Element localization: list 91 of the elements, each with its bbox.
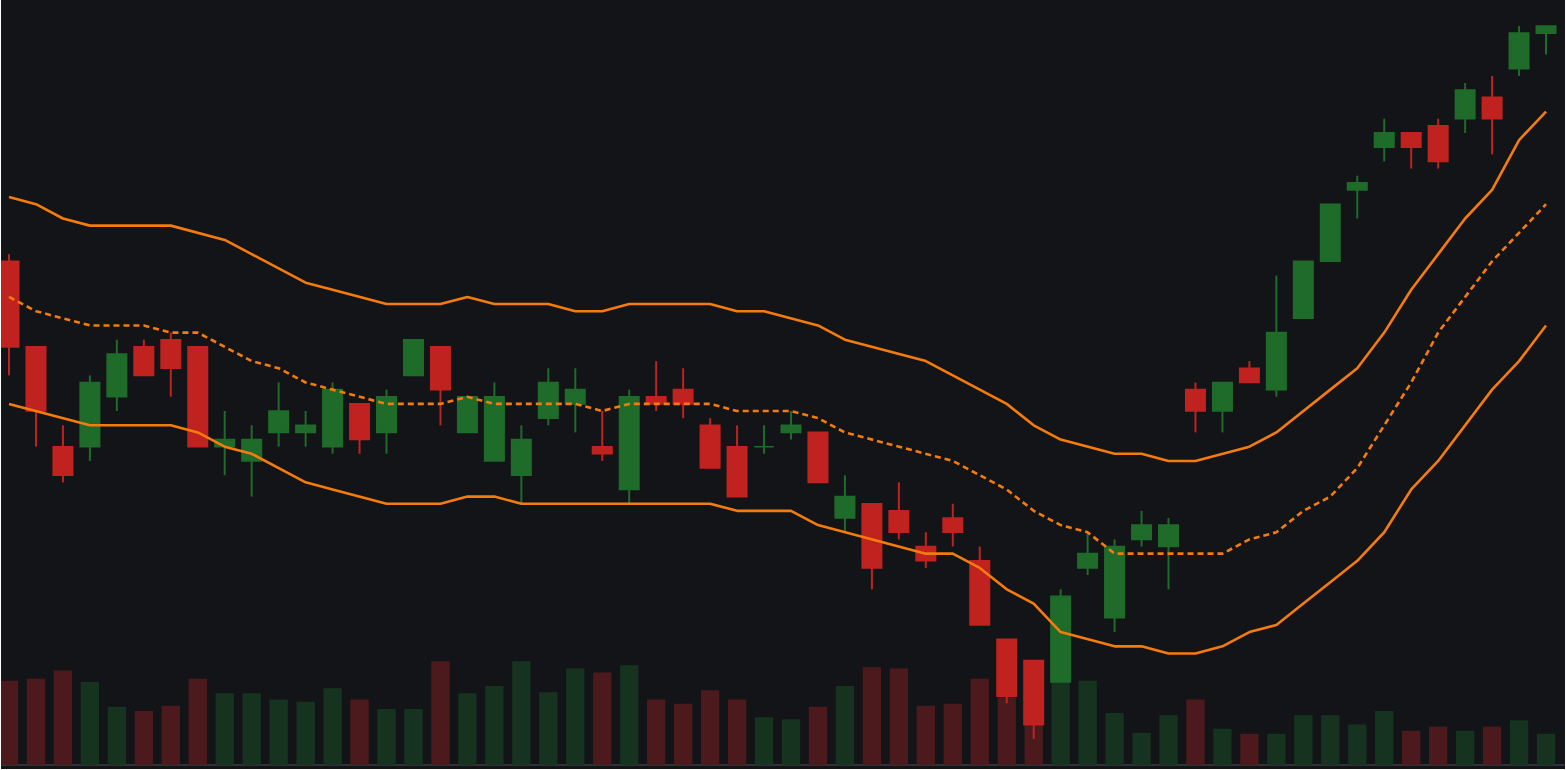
candlestick [591,410,613,463]
candlestick [456,396,478,434]
bar [1294,715,1313,766]
bar [485,686,504,766]
bar [727,700,747,766]
bar [808,707,828,766]
candlestick [942,503,964,549]
bar [1105,713,1124,766]
bar [835,686,855,766]
bar [1132,733,1151,766]
candlestick [52,424,74,484]
bar [53,670,73,766]
bar [431,661,450,766]
bar [269,700,288,766]
candlestick [1481,75,1503,156]
bar [134,711,153,766]
bar [458,693,477,766]
bar [1,681,19,766]
bar [1402,731,1421,766]
bar [1375,711,1394,766]
candlestick [160,332,182,399]
candlestick [645,360,667,413]
candlestick [888,481,910,541]
candlestick [834,474,856,534]
bar [161,706,180,766]
bar [26,679,46,766]
bar [296,702,315,766]
candlestick [268,382,290,449]
bar [350,700,369,766]
bar [1348,725,1367,766]
candlestick [1346,175,1368,220]
bar [1321,715,1340,766]
bar [889,668,909,766]
candlestick [1184,382,1206,434]
bar [1429,727,1448,766]
bar [1509,720,1529,766]
bar [593,673,612,766]
bar [781,719,801,766]
bar [242,693,261,766]
bar [1213,729,1232,766]
bar [404,709,423,766]
candlestick [295,410,317,449]
candlestick [1508,25,1530,78]
bar [862,667,882,766]
candlestick [564,367,586,434]
bar [1482,727,1502,766]
candlestick [753,424,775,456]
bar [323,688,342,766]
candlestick [349,403,371,456]
bar [512,661,531,766]
bar [215,693,234,766]
bar [620,665,639,766]
candlestick [1077,531,1099,577]
candlestick [1158,517,1180,591]
bar [1240,734,1259,766]
candlestick [402,339,424,377]
bar [1159,715,1178,766]
bar [1078,681,1097,766]
candlestick [106,339,128,413]
bar [80,682,100,766]
bar [1536,734,1556,766]
bar [647,700,666,766]
candlestick [510,424,532,506]
bar [754,717,774,766]
bar [970,679,989,766]
candlestick [1535,25,1557,56]
bar [700,690,720,766]
candlestick [537,367,559,427]
candlestick [1211,382,1233,434]
candlestick [1454,82,1476,135]
candlestick [1373,118,1395,163]
candlestick [699,417,721,470]
bar [1455,731,1475,766]
bar [1186,700,1205,766]
bar [673,704,693,766]
candlestick [376,389,398,456]
candlestick [1131,510,1153,549]
bar [188,679,207,766]
bar [107,707,127,766]
candlestick [133,339,155,377]
candlestick [1400,132,1422,171]
bar [916,706,935,766]
candlestick [672,367,694,420]
candlestick [780,410,802,442]
candlestick [1427,118,1449,171]
bar [377,709,396,766]
bar [943,704,962,766]
bar [539,692,558,766]
bar [1267,734,1286,766]
candlestick [429,346,451,427]
bar [566,668,585,766]
